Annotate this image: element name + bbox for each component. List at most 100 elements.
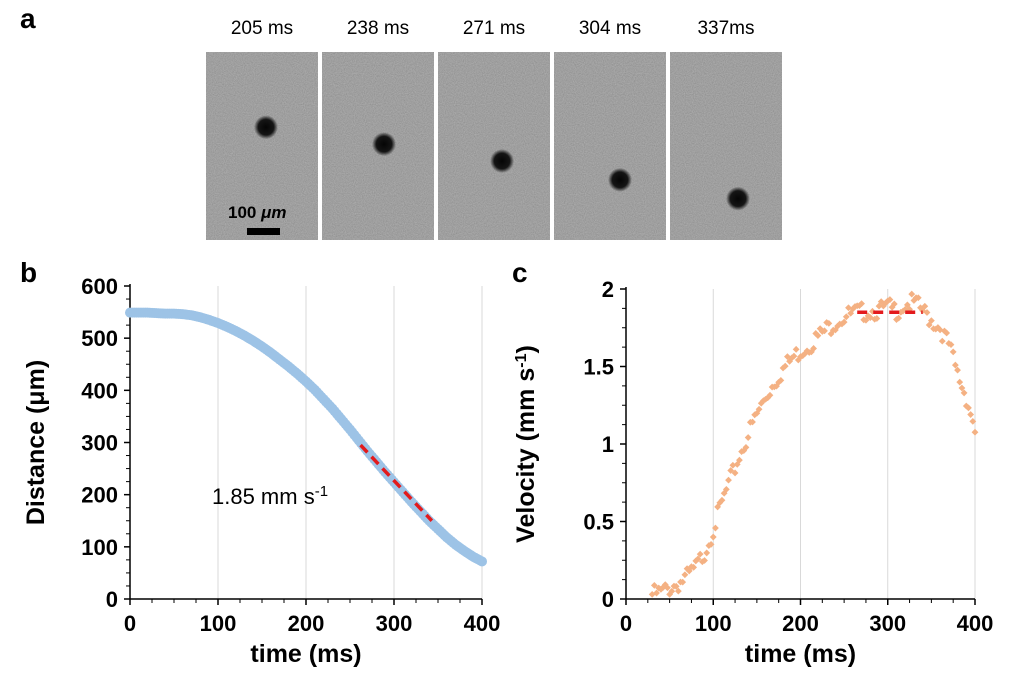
data-point [943,329,951,337]
y-tick-label: 1.5 [583,355,614,380]
x-tick-label: 400 [957,611,994,636]
x-axis-label: time (ms) [250,640,361,668]
x-tick-label: 0 [620,611,632,636]
x-tick-label: 0 [124,611,136,636]
scale-bar [247,228,280,235]
data-point [858,300,865,308]
data-point [849,305,857,313]
frame-time-label: 337ms [697,18,754,39]
data-point [703,549,711,557]
particle [726,186,750,211]
data-point [722,486,730,493]
data-point [718,496,726,504]
y-tick-label: 600 [81,274,118,299]
data-point [674,587,682,595]
data-point [709,533,717,541]
x-tick-label: 100 [200,611,237,636]
data-point [764,394,772,402]
data-point [969,418,977,425]
y-axis-label: Velocity (mm s-1) [512,345,540,543]
data-point [840,318,848,326]
y-tick-label: 1 [602,432,614,457]
frame-time-label: 271 ms [463,18,525,39]
frame-time-label: 205 ms [231,18,293,39]
particle [608,167,632,192]
panel-b-letter: b [20,257,37,288]
particle [372,132,396,157]
data-point [668,587,676,595]
micrograph-frame [206,52,318,240]
data-point [947,341,955,349]
data-point [838,320,846,328]
data-point [696,550,704,558]
data-point [810,345,817,352]
data-point [784,353,791,361]
particle [254,115,278,140]
micrograph-frame [438,52,550,240]
micrograph-frame [554,52,666,240]
data-point [664,584,671,592]
data-point [890,300,898,308]
data-point [790,352,798,360]
data-point [801,350,809,358]
data-point [725,476,732,484]
data-point [672,582,680,590]
data-point [956,378,964,386]
particle [490,149,514,174]
y-tick-label: 500 [81,326,118,351]
data-point [781,362,789,370]
data-point [681,571,689,579]
data-point [954,366,961,374]
data-point [927,317,935,325]
x-tick-label: 200 [288,611,325,636]
data-point [855,302,863,310]
y-tick-label: 300 [81,431,118,456]
data-point [653,589,660,597]
data-point [707,540,715,548]
data-point [965,404,972,412]
x-tick-label: 300 [869,611,906,636]
fit-line [359,443,434,522]
frame-time-label: 304 ms [579,18,641,39]
data-point [477,556,487,567]
data-point [903,301,911,309]
scale-bar-label: 100 μm [228,203,286,222]
y-axis-label: Distance (μm) [22,360,50,525]
data-point [679,578,687,586]
data-point [762,395,769,403]
frame-time-label: 238 ms [347,18,409,39]
y-tick-label: 0.5 [583,510,614,535]
data-point [908,290,916,298]
data-point [949,348,957,356]
data-point [960,389,968,397]
data-point [825,319,833,327]
data-point [873,315,881,322]
y-tick-label: 0 [602,587,614,612]
data-point [650,581,658,589]
data-point [866,314,874,321]
x-tick-label: 400 [464,611,501,636]
data-point [938,337,946,345]
data-point [914,294,922,302]
panel-c-letter: c [512,257,528,288]
data-point [757,399,765,407]
data-point [921,302,929,310]
data-point [958,384,966,392]
y-tick-label: 2 [602,277,614,302]
micrograph-frame [670,52,782,240]
x-axis-label: time (ms) [745,640,856,668]
data-point [755,405,763,413]
data-point [701,557,708,564]
x-tick-label: 100 [695,611,732,636]
data-point [821,327,828,335]
data-point [971,428,979,436]
data-point [923,309,931,316]
y-tick-label: 400 [81,378,118,403]
data-point [690,563,698,571]
data-point [712,524,719,532]
data-point [731,469,739,477]
data-point [895,314,903,322]
data-point [792,345,800,353]
distance-chart: 0 100 200 300 400 500 600 0 100 200 300 400 time (ms… [22,274,500,668]
